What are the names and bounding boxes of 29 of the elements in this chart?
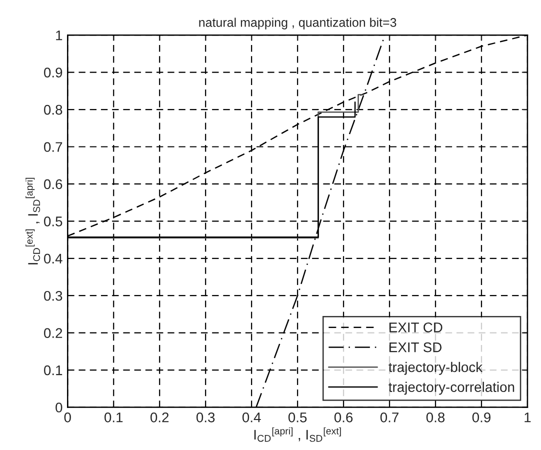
x-tick-label: 0.7 — [380, 412, 398, 422]
y-tick-label: 0.8 — [44, 104, 62, 115]
y-tick-label: 0.5 — [44, 216, 62, 226]
y-tick-label: 0.9 — [44, 68, 62, 78]
x-tick-label: 1 — [524, 412, 531, 422]
legend-label: EXIT SD — [390, 342, 442, 352]
y-tick-label: 0.3 — [44, 290, 62, 301]
y-tick-label: 0.1 — [44, 365, 62, 376]
y-axis-title: I$_{CD}$$^{[ext]}$ , I$_{SD}$$^{[apri]}$ — [26, 178, 40, 264]
y-tick-label: 0.7 — [44, 142, 62, 152]
x-tick-label: 0.1 — [104, 412, 123, 422]
x-tick-label: 0.9 — [472, 412, 490, 422]
x-axis-title: I$_{CD}$$^{[apri]}$ , I$_{SD}$$^{[ext]}$ — [254, 427, 341, 442]
y-tick-label: 0.2 — [44, 328, 62, 338]
y-tick-label: 1 — [56, 30, 62, 40]
y-tick-label: 0 — [56, 402, 62, 412]
x-tick-label: 0.3 — [196, 412, 215, 422]
x-tick-label: 0.6 — [334, 412, 353, 422]
x-tick-label: 0.8 — [426, 412, 445, 422]
x-tick-label: 0.2 — [150, 412, 169, 422]
y-tick-label: 0.6 — [44, 179, 62, 190]
legend-label: trajectory-correlation — [388, 382, 514, 395]
x-tick-label: 0.4 — [242, 412, 261, 422]
x-tick-label: 0.5 — [288, 412, 307, 422]
x-tick-label: 0 — [64, 412, 71, 422]
legend-label: EXIT CD — [390, 322, 442, 332]
y-tick-label: 0.4 — [44, 254, 62, 264]
chart-title: natural mapping , quantization bit=3 — [199, 18, 396, 30]
legend-label: trajectory-block — [388, 362, 483, 375]
